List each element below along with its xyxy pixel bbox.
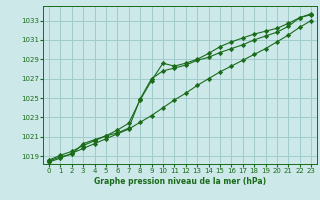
X-axis label: Graphe pression niveau de la mer (hPa): Graphe pression niveau de la mer (hPa): [94, 177, 266, 186]
